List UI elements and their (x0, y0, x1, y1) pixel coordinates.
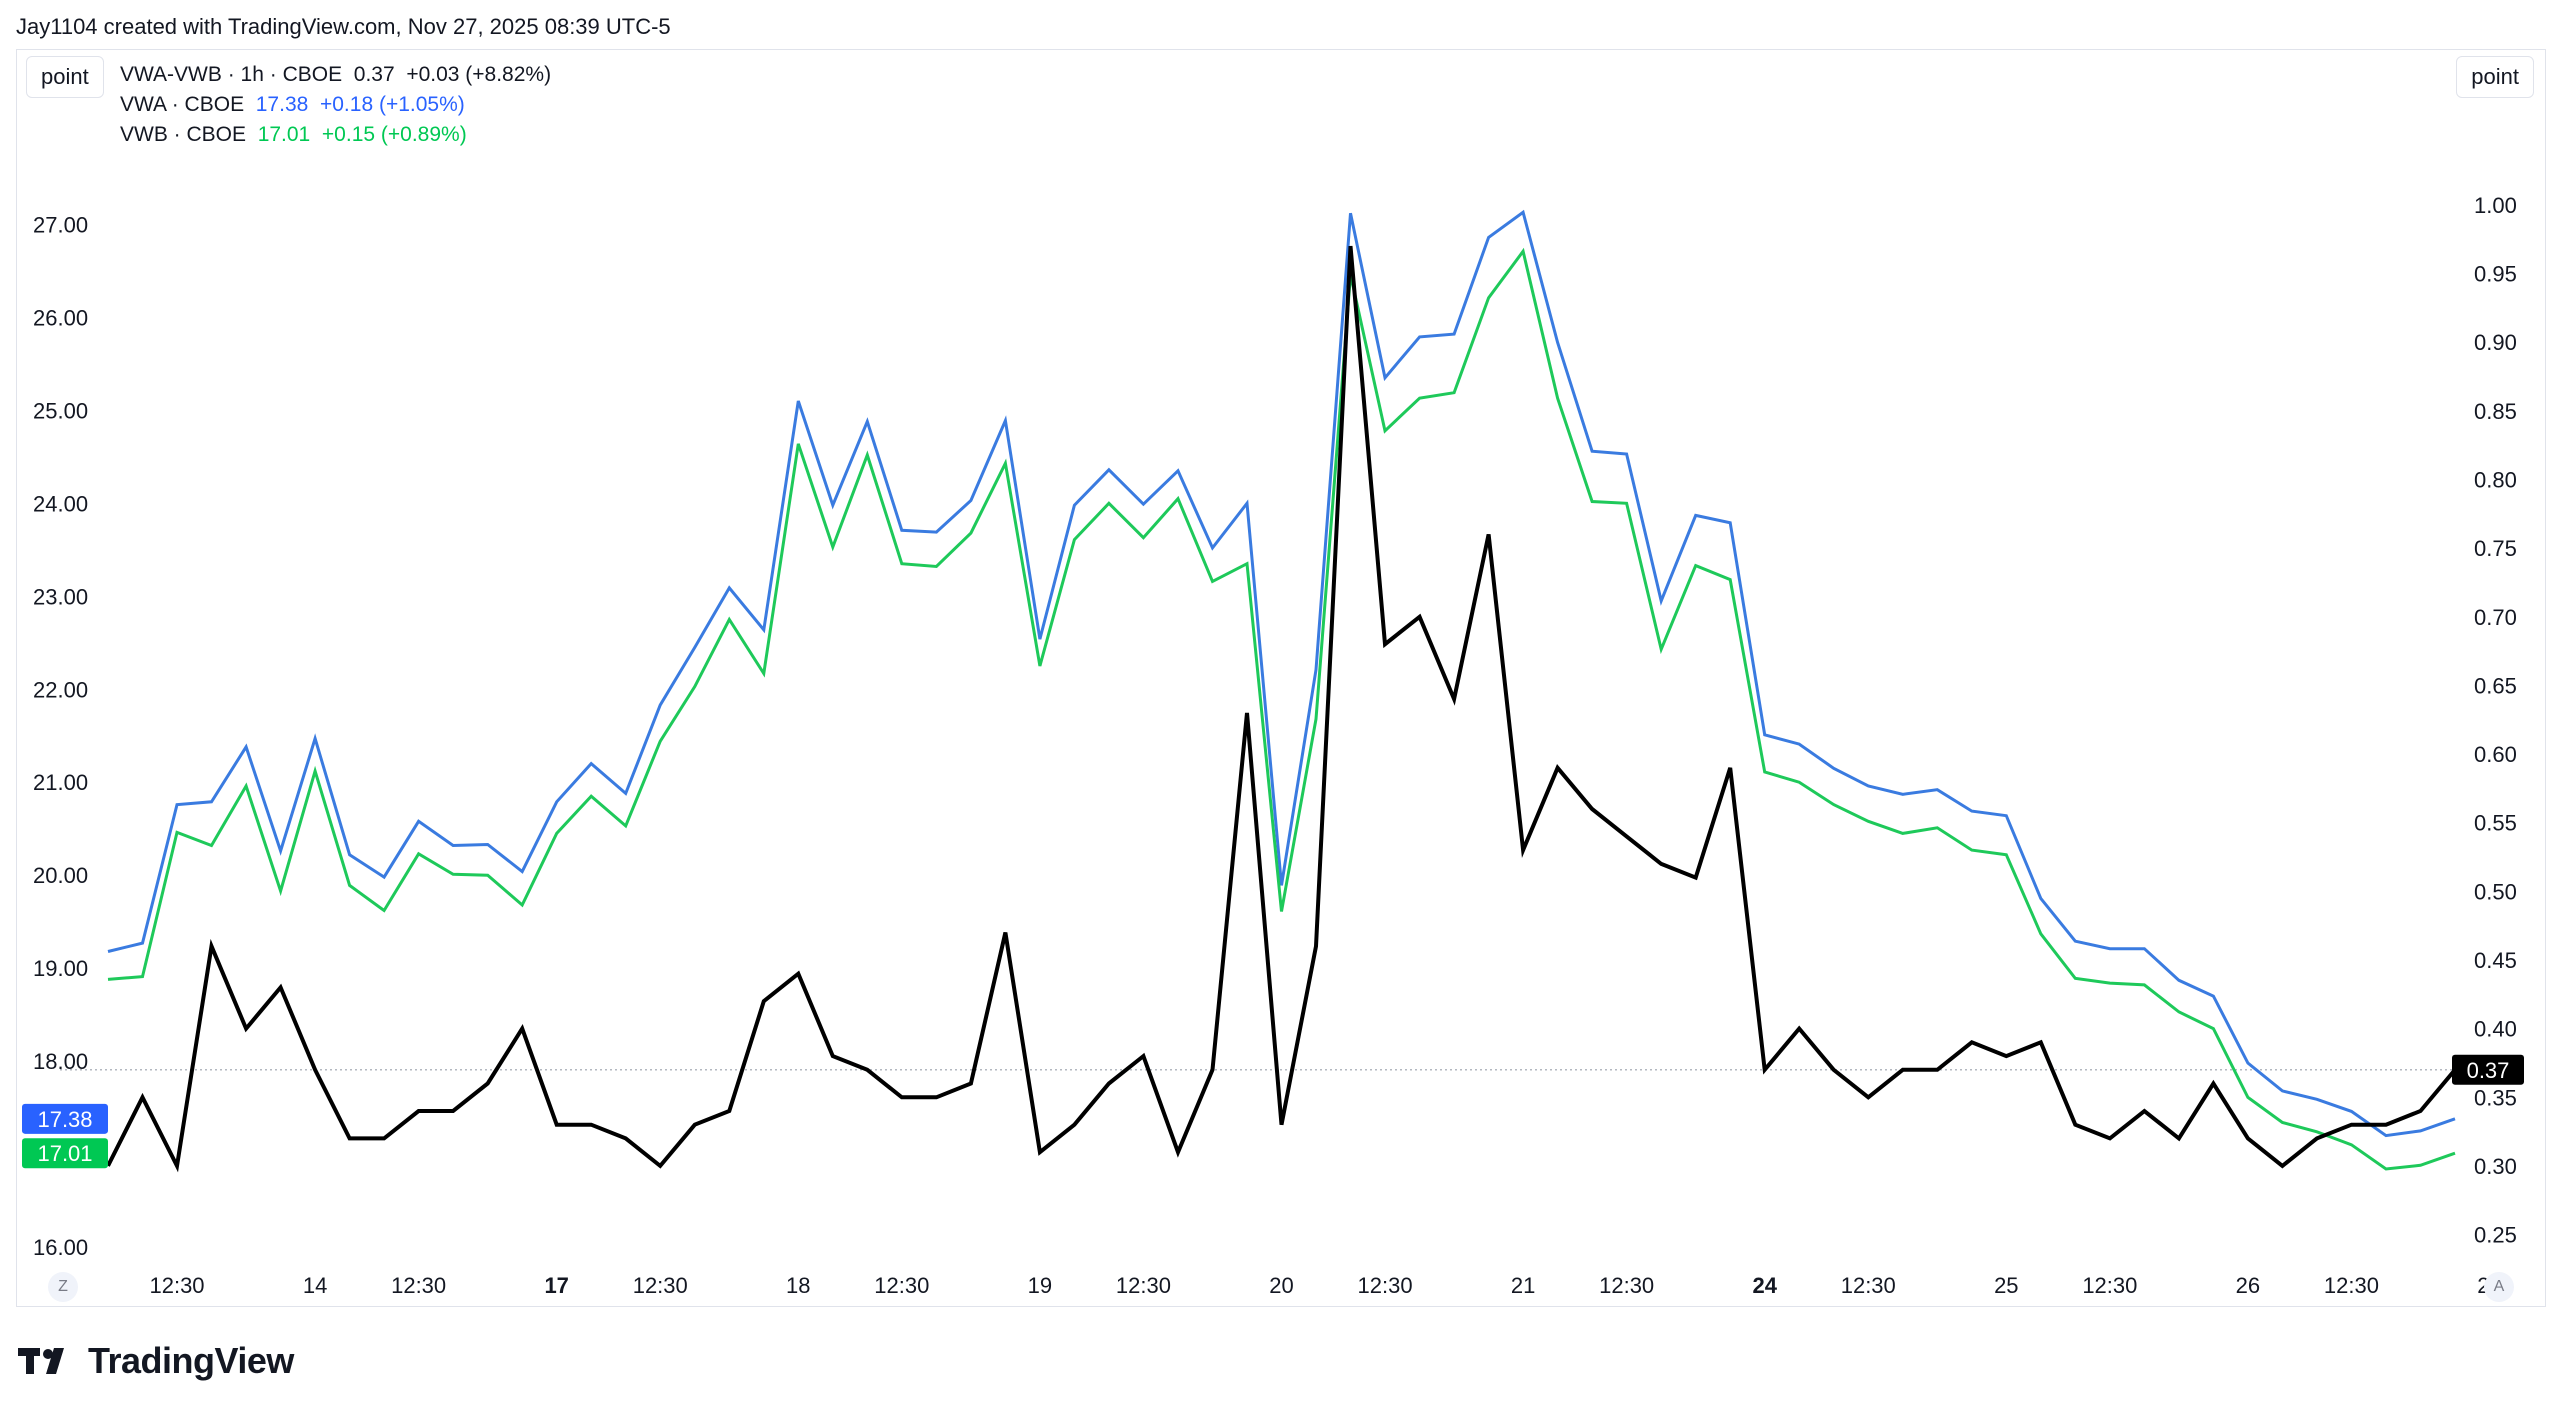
right-tick-label: 0.75 (2474, 536, 2517, 561)
right-tick-label: 0.55 (2474, 811, 2517, 836)
price-tag-vwb-bg (22, 1138, 108, 1169)
time-tick-label: 12:30 (391, 1273, 446, 1298)
left-tick-label: 27.00 (33, 212, 88, 237)
right-tick-label: 0.35 (2474, 1085, 2517, 1110)
time-tick-label: 12:30 (633, 1273, 688, 1298)
time-tick-label: 26 (2236, 1273, 2260, 1298)
legend-value: 0.37 (353, 63, 395, 86)
legend-name: VWB · CBOE (120, 123, 247, 146)
right-tick-label: 0.25 (2474, 1223, 2517, 1248)
chart-frame (16, 49, 2546, 1307)
time-tick-label: 12:30 (149, 1273, 204, 1298)
series-line-vwa-vwb (106, 245, 2457, 1173)
left-tick-label: 23.00 (33, 584, 88, 609)
price-tag-vwa-bg (22, 1103, 108, 1134)
right-tick-label: 0.30 (2474, 1154, 2517, 1179)
auto-scale-button[interactable]: A (2484, 1272, 2514, 1302)
time-tick-label: 12:30 (1599, 1273, 1654, 1298)
left-tick-label: 21.00 (33, 770, 88, 795)
left-tick-label: 24.00 (33, 491, 88, 516)
left-tick-label: 16.00 (33, 1235, 88, 1260)
timezone-button[interactable]: Z (48, 1272, 78, 1302)
time-tick-label: 21 (1511, 1273, 1535, 1298)
legend-change: +0.03 (+8.82%) (406, 63, 552, 86)
price-tag-vwb-text: 17.01 (37, 1141, 92, 1166)
legend-row-spread[interactable]: VWA-VWB · 1h · CBOE 0.37 +0.03 (+8.82%) (120, 60, 551, 90)
legend-change: +0.15 (+0.89%) (321, 123, 467, 146)
time-tick-label: 17 (544, 1273, 568, 1298)
legend-name: VWA-VWB · 1h · CBOE (120, 63, 343, 86)
time-tick-label: 14 (303, 1273, 327, 1298)
legend-change: +0.18 (+1.05%) (319, 93, 465, 116)
right-tick-label: 0.90 (2474, 330, 2517, 355)
left-axis: 27.00 26.00 25.00 24.00 23.00 22.00 21.00 20.00… (33, 212, 88, 1260)
right-scale-unit-button[interactable]: point (2456, 56, 2534, 98)
right-tick-label: 0.40 (2474, 1017, 2517, 1042)
time-tick-label: 19 (1028, 1273, 1052, 1298)
legend-value: 17.38 (255, 93, 309, 116)
right-tick-label: 0.50 (2474, 879, 2517, 904)
legend-row-vwa[interactable]: VWA · CBOE 17.38 +0.18 (+1.05%) (120, 90, 551, 120)
chart-credit: Jay1104 created with TradingView.com, No… (16, 14, 671, 39)
price-tag-vwa: 17.38 (22, 1103, 108, 1134)
time-tick-label: 12:30 (2324, 1273, 2379, 1298)
left-tick-label: 19.00 (33, 956, 88, 981)
right-tick-label: 0.65 (2474, 673, 2517, 698)
series-line-vwb (107, 247, 2456, 1171)
left-tick-label: 20.00 (33, 863, 88, 888)
price-tag-spread-text: 0.37 (2467, 1058, 2510, 1083)
legend-name: VWA · CBOE (120, 93, 245, 116)
time-tick-label: 18 (786, 1273, 810, 1298)
left-scale-unit-button[interactable]: point (26, 56, 104, 98)
price-tag-vwb: 17.01 (22, 1138, 108, 1169)
price-tags: 0.37 17.38 17.01 (22, 1054, 2524, 1169)
price-tag-vwa-text: 17.38 (37, 1107, 92, 1132)
time-axis: 12:30 14 12:30 17 12:30 18 12:30 19 12:30 20 12:30… (149, 1273, 2501, 1298)
price-tag-spread-bg (2452, 1054, 2524, 1085)
tradingview-brand: TradingView (18, 1340, 294, 1381)
right-tick-label: 0.45 (2474, 948, 2517, 973)
series-group (106, 209, 2457, 1173)
right-tick-label: 0.80 (2474, 467, 2517, 492)
time-tick-label: 12:30 (2082, 1273, 2137, 1298)
time-tick-label: 25 (1994, 1273, 2018, 1298)
series-line-vwa (107, 209, 2456, 1138)
left-tick-label: 25.00 (33, 398, 88, 423)
right-tick-label: 0.95 (2474, 262, 2517, 287)
right-tick-label: 0.70 (2474, 605, 2517, 630)
legend-value: 17.01 (257, 123, 311, 146)
time-tick-label: 12:30 (1358, 1273, 1413, 1298)
time-tick-label: 12:30 (1841, 1273, 1896, 1298)
right-tick-label: 0.85 (2474, 399, 2517, 424)
time-tick-label: 20 (1269, 1273, 1293, 1298)
time-tick-label: 12:30 (874, 1273, 929, 1298)
time-tick-label: 12:30 (1116, 1273, 1171, 1298)
price-tag-spread: 0.37 (2452, 1054, 2524, 1085)
legend-row-vwb[interactable]: VWB · CBOE 17.01 +0.15 (+0.89%) (120, 120, 551, 150)
right-tick-label: 1.00 (2474, 193, 2517, 218)
legend: VWA-VWB · 1h · CBOE 0.37 +0.03 (+8.82%) … (120, 60, 551, 150)
time-tick-label: 24 (1752, 1273, 1777, 1298)
right-axis: 1.00 0.95 0.90 0.85 0.80 0.75 0.70 0.65 0.60 0.55… (2474, 193, 2517, 1248)
brand-name: TradingView (88, 1340, 294, 1381)
left-tick-label: 26.00 (33, 305, 88, 330)
right-tick-label: 0.60 (2474, 742, 2517, 767)
tradingview-logo-icon (18, 1348, 64, 1374)
left-tick-label: 18.00 (33, 1049, 88, 1074)
left-tick-label: 22.00 (33, 677, 88, 702)
